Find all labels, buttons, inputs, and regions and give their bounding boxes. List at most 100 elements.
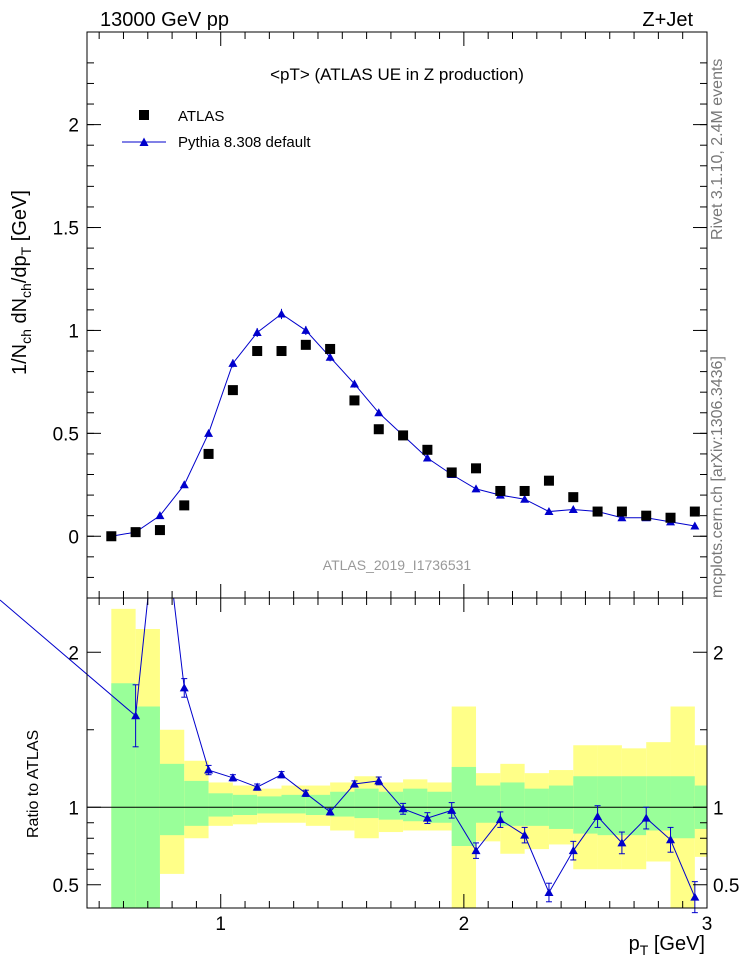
ratio-point <box>228 773 238 782</box>
ratio-point <box>349 779 359 788</box>
uncertainty-band-inner <box>257 796 282 814</box>
x-axis-label: pT [GeV] <box>629 933 705 958</box>
rivet-label: Rivet 3.1.10, 2.4M events <box>709 59 726 240</box>
ratio-point <box>447 805 457 814</box>
mc-point <box>228 358 238 367</box>
ratio-point <box>398 804 408 813</box>
ratio-point <box>179 683 189 692</box>
mc-point <box>204 428 214 437</box>
data-point <box>252 346 263 357</box>
mc-point <box>568 504 578 513</box>
data-point <box>227 385 238 396</box>
main-panel: 0 0.5 1 1.5 2 <pT> (ATLAS UE in Z production… <box>9 31 708 599</box>
ratio-y-tick-label: 1 <box>68 798 79 819</box>
main-y-tick-label: 2 <box>68 116 79 137</box>
uncertainty-band-inner <box>330 791 355 817</box>
main-y-tick-label: 1.5 <box>53 219 79 240</box>
data-point <box>568 492 579 503</box>
uncertainty-band-inner <box>597 776 622 836</box>
data-point <box>179 500 190 511</box>
ratio-x-tick-label: 1 <box>215 914 226 935</box>
data-point <box>276 346 287 357</box>
ratio-point <box>666 835 676 844</box>
mc-series-line <box>111 313 695 537</box>
ratio-frame <box>86 597 708 909</box>
uncertainty-band-inner <box>111 683 136 908</box>
data-point <box>446 467 457 478</box>
ratio-point <box>252 782 262 791</box>
data-point <box>106 531 117 542</box>
ratio-point <box>131 711 141 720</box>
ratio-x-tick-label: 2 <box>459 914 470 935</box>
ratio-y-tick-label: 2 <box>68 643 79 664</box>
data-point <box>592 506 603 517</box>
ratio-y-tick-label: 0.5 <box>53 876 79 897</box>
uncertainty-band-inner <box>232 794 258 815</box>
data-point <box>689 506 700 517</box>
ratio-point <box>374 776 384 785</box>
main-ylabel: 1/Nch dNch/dpT [GeV] <box>9 190 34 375</box>
data-point <box>543 475 554 486</box>
ratio-point <box>641 813 651 822</box>
ratio-point <box>544 888 554 896</box>
uncertainty-band-inner <box>305 794 331 815</box>
data-point <box>398 430 409 441</box>
data-point <box>665 512 676 523</box>
ratio-point <box>471 846 481 855</box>
mc-point <box>617 513 627 522</box>
analysis-label: ATLAS_2019_I1736531 <box>323 557 472 573</box>
ratio-point <box>617 838 627 847</box>
data-point <box>373 424 384 435</box>
ratio-point <box>422 813 432 822</box>
ratio-y-tick-label-right: 0.5 <box>713 876 739 897</box>
main-y-tick-label: 0 <box>68 527 79 548</box>
data-point <box>519 485 530 496</box>
ratio-point <box>325 807 335 816</box>
data-point <box>422 444 433 455</box>
uncertainty-band-inner <box>354 788 379 819</box>
ratio-point <box>495 815 505 824</box>
mc-point <box>471 484 481 493</box>
mc-point <box>520 494 530 503</box>
legend-data-label: ATLAS <box>178 108 224 125</box>
ratio-y-tick-label-right: 1 <box>713 798 724 819</box>
mc-point <box>179 480 189 489</box>
data-point <box>203 448 214 459</box>
mc-point <box>422 453 432 462</box>
mc-point <box>349 379 359 388</box>
process-label: Z+Jet <box>642 9 693 31</box>
uncertainty-band-inner <box>500 782 525 826</box>
uncertainty-band-inner <box>281 794 306 814</box>
data-point <box>616 506 627 517</box>
ratio-ylabel: Ratio to ATLAS <box>25 730 42 838</box>
mcplots-label: mcplots.cern.ch [arXiv:1306.3436] <box>709 356 726 598</box>
data-point <box>495 485 506 496</box>
ratio-point <box>520 830 530 839</box>
data-point <box>471 463 482 474</box>
ratio-point <box>568 846 578 855</box>
main-title: <pT> (ATLAS UE in Z production) <box>270 65 524 84</box>
ratio-point <box>301 788 311 797</box>
energy-label: 13000 GeV pp <box>100 9 229 31</box>
data-point <box>349 395 360 406</box>
legend-mc-marker <box>139 137 149 146</box>
data-point <box>154 525 165 536</box>
uncertainty-band-inner <box>621 776 647 836</box>
data-point <box>325 343 336 354</box>
mc-point <box>277 309 287 318</box>
data-point <box>300 339 311 350</box>
uncertainty-band-inner <box>378 791 404 820</box>
data-point <box>130 527 141 538</box>
uncertainty-band-inner <box>451 766 477 846</box>
mc-point <box>325 352 335 361</box>
legend: ATLAS Pythia 8.308 default <box>122 108 311 151</box>
uncertainty-band-inner <box>476 785 501 823</box>
ratio-panel: 0.5 0.5 1 1 2 2 1 2 3 Ratio to ATLAS pT [GeV] <box>0 597 739 958</box>
main-y-tick-label: 0.5 <box>53 424 79 445</box>
uncertainty-band-inner <box>184 780 209 826</box>
uncertainty-band-inner <box>403 788 428 822</box>
uncertainty-band-inner <box>573 776 598 834</box>
uncertainty-band-inner <box>208 793 233 817</box>
mc-point <box>301 325 311 334</box>
